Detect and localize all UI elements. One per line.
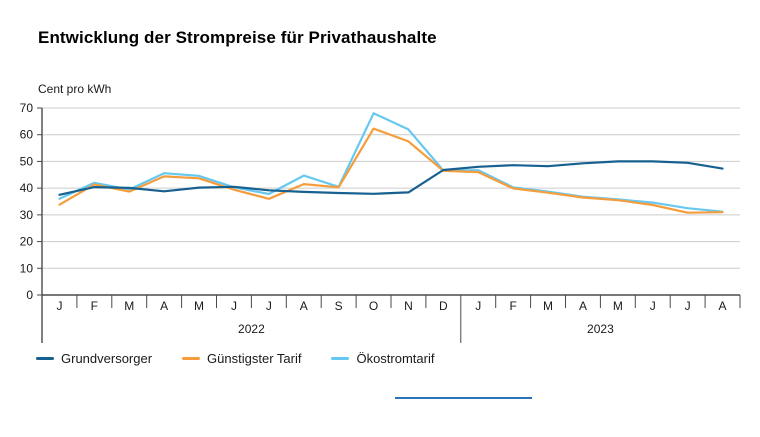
month-label: A <box>160 299 168 313</box>
series-line <box>58 160 724 196</box>
y-tick-label: 30 <box>20 208 34 222</box>
legend-item-grundversorger: Grundversorger <box>36 351 152 366</box>
month-label: A <box>300 299 308 313</box>
y-tick-label: 40 <box>20 181 34 195</box>
bottom-divider <box>395 397 532 399</box>
month-label: J <box>266 299 272 313</box>
month-label: O <box>369 299 378 313</box>
month-label: S <box>335 299 343 313</box>
month-label: J <box>231 299 237 313</box>
legend-item-oekostromtarif: Ökostromtarif <box>331 351 434 366</box>
y-tick-label: 20 <box>20 235 34 249</box>
legend-label: Ökostromtarif <box>356 351 435 366</box>
month-label: J <box>685 299 691 313</box>
legend-item-guenstigster-tarif: Günstigster Tarif <box>182 351 301 366</box>
y-axis-unit-label: Cent pro kWh <box>38 82 112 96</box>
y-tick-label: 0 <box>26 288 33 302</box>
month-label: J <box>475 299 481 313</box>
y-tick-label: 70 <box>20 101 34 115</box>
month-label: D <box>439 299 448 313</box>
page-title: Entwicklung der Strompreise für Privatha… <box>38 28 437 47</box>
legend-label: Grundversorger <box>61 351 153 366</box>
oekostromtarif-line-swatch-icon <box>331 357 350 360</box>
month-label: M <box>194 299 204 313</box>
month-label: J <box>650 299 656 313</box>
legend: Grundversorger Günstigster Tarif Ökostro… <box>36 351 434 366</box>
month-label: F <box>91 299 98 313</box>
month-label: A <box>579 299 587 313</box>
month-label: M <box>543 299 553 313</box>
series-line <box>58 127 724 214</box>
y-tick-label: 60 <box>20 128 34 142</box>
month-label: M <box>124 299 134 313</box>
month-label: J <box>56 299 62 313</box>
y-tick-label: 10 <box>20 261 34 275</box>
month-label: F <box>509 299 516 313</box>
month-label: N <box>404 299 413 313</box>
chart-area: 0 10 20 30 40 50 60 70 J F M A M J J A S O N D J F M A M J J A 2022 2… <box>0 95 760 350</box>
year-label: 2022 <box>238 322 265 336</box>
month-label: M <box>613 299 623 313</box>
month-label: A <box>719 299 727 313</box>
guenstigster-tarif-line-swatch-icon <box>182 357 201 360</box>
chart-svg: 0 10 20 30 40 50 60 70 J F M A M J J A S O N D J F M A M J J A 2022 2… <box>20 101 741 343</box>
legend-label: Günstigster Tarif <box>207 351 302 366</box>
grundversorger-line-swatch-icon <box>36 357 54 360</box>
year-label: 2023 <box>587 322 614 336</box>
y-tick-label: 50 <box>20 154 34 168</box>
